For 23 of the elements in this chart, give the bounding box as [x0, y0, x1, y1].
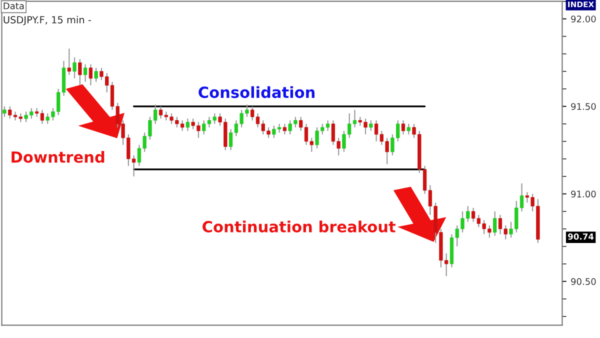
candlestick — [78, 58, 82, 86]
candlestick — [83, 64, 88, 82]
candlestick — [67, 48, 71, 76]
candlestick — [401, 120, 406, 135]
text: USDJPY.F, 15 min - — [4, 16, 91, 26]
y-tick-label: 91.50 — [571, 103, 596, 110]
candlestick — [94, 67, 98, 82]
y-tick-label: 92.00 — [571, 16, 596, 22]
candlestick — [2, 106, 6, 118]
annotation: Consolidation — [198, 86, 314, 98]
candlestick — [186, 118, 190, 132]
candlestick — [282, 123, 287, 135]
candlestick — [406, 123, 410, 135]
candlestick — [369, 120, 373, 132]
y-tick-label: 90.50 — [571, 278, 596, 285]
annotation: Continuation breakout — [202, 220, 396, 232]
y-tick-label: 91.00 — [571, 190, 596, 198]
candlestick — [493, 210, 497, 236]
annotation: Downtrend — [12, 151, 104, 163]
chart-title: Data — [4, 2, 24, 10]
text: 90.74 — [568, 233, 594, 240]
candlestick — [72, 56, 76, 79]
candlestick — [88, 64, 93, 86]
